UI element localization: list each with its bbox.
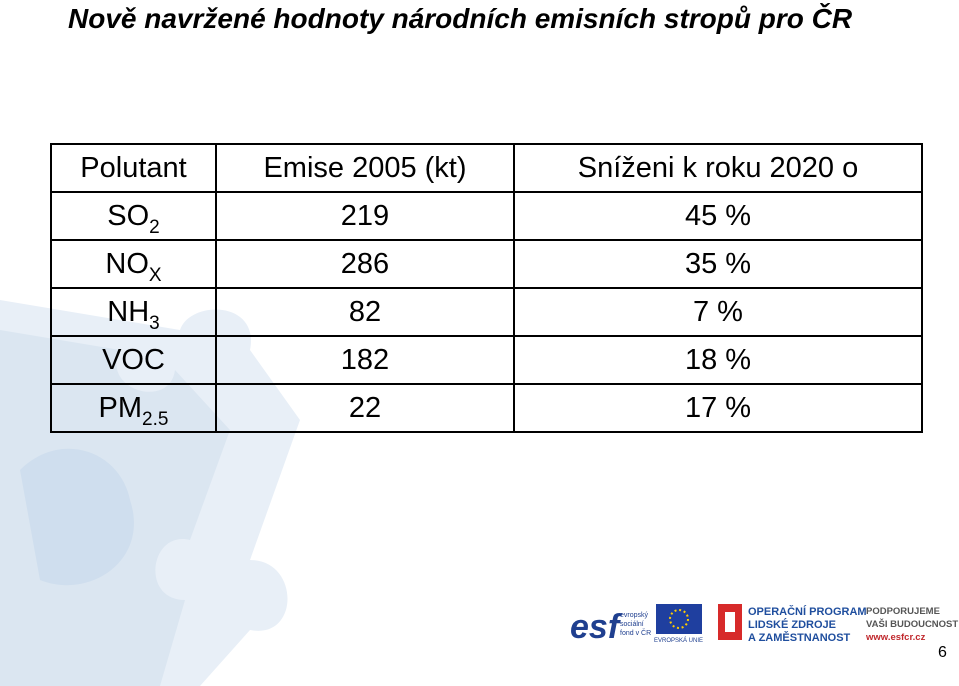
slogan-1: PODPORUJEME xyxy=(866,606,940,617)
op-text-1: OPERAČNÍ PROGRAM xyxy=(748,606,867,618)
pollutant-subscript: 2.5 xyxy=(142,408,169,430)
emission-cell: 219 xyxy=(215,191,515,241)
op-text-3: A ZAMĚSTNANOST xyxy=(748,632,851,644)
esf-text-1: evropský xyxy=(620,612,649,619)
pollutant-name: PM xyxy=(98,391,143,424)
pollutant-cell: NOX xyxy=(50,239,217,289)
header-cell: Sníženi k roku 2020 o xyxy=(513,143,923,193)
pollutant-name: NO xyxy=(105,247,149,280)
reduction-cell: 45 % xyxy=(513,191,923,241)
header-cell: Emise 2005 (kt) xyxy=(215,143,515,193)
esf-mark: esf xyxy=(570,608,623,646)
slogan-2: VAŠI BUDOUCNOST xyxy=(866,619,959,630)
header-row: Polutant Emise 2005 (kt) Sníženi k roku 20… xyxy=(50,143,923,193)
emission-cell: 82 xyxy=(215,287,515,337)
data-row: VOC 182 18 % xyxy=(50,335,923,385)
op-icon xyxy=(718,604,742,640)
eu-text: EVROPSKÁ UNIE xyxy=(654,638,704,644)
page-number: 6 xyxy=(938,644,947,661)
esf-logo: esf xyxy=(570,608,623,646)
title: Nově navržené hodnoty národních emisních… xyxy=(68,3,853,34)
reduction-cell: 17 % xyxy=(513,383,923,433)
pollutant-cell: SO2 xyxy=(50,191,217,241)
pollutant-subscript: 2 xyxy=(149,216,160,238)
emission-cell: 182 xyxy=(215,335,515,385)
reduction-cell: 18 % xyxy=(513,335,923,385)
pollutant-cell: PM2.5 xyxy=(50,383,217,433)
data-row: NOX 286 35 % xyxy=(50,239,923,289)
pollutant-name: SO xyxy=(107,199,150,232)
esf-text-3: fond v ČR xyxy=(620,630,652,637)
eu-flag xyxy=(656,604,702,634)
esf-text-2: sociální xyxy=(620,621,644,628)
data-row: PM2.5 22 17 % xyxy=(50,383,923,433)
pollutant-name: VOC xyxy=(102,343,165,376)
emission-cell: 22 xyxy=(215,383,515,433)
pollutant-cell: VOC xyxy=(50,335,217,385)
data-row: NH3 82 7 % xyxy=(50,287,923,337)
slogan-3: www.esfcr.cz xyxy=(866,632,926,643)
header-cell: Polutant xyxy=(50,143,217,193)
data-row: SO2 219 45 % xyxy=(50,191,923,241)
reduction-cell: 7 % xyxy=(513,287,923,337)
op-text-2: LIDSKÉ ZDROJE xyxy=(748,619,837,631)
emission-cell: 286 xyxy=(215,239,515,289)
pollutant-name: NH xyxy=(107,295,150,328)
emission-table: Polutant Emise 2005 (kt) Sníženi k roku 20… xyxy=(50,143,923,433)
pollutant-cell: NH3 xyxy=(50,287,217,337)
pollutant-subscript: X xyxy=(148,264,162,286)
footer-logos: esf evropský sociální fond v ČR EVROPSKÁ… xyxy=(570,600,959,650)
reduction-cell: 35 % xyxy=(513,239,923,289)
pollutant-subscript: 3 xyxy=(149,312,160,334)
